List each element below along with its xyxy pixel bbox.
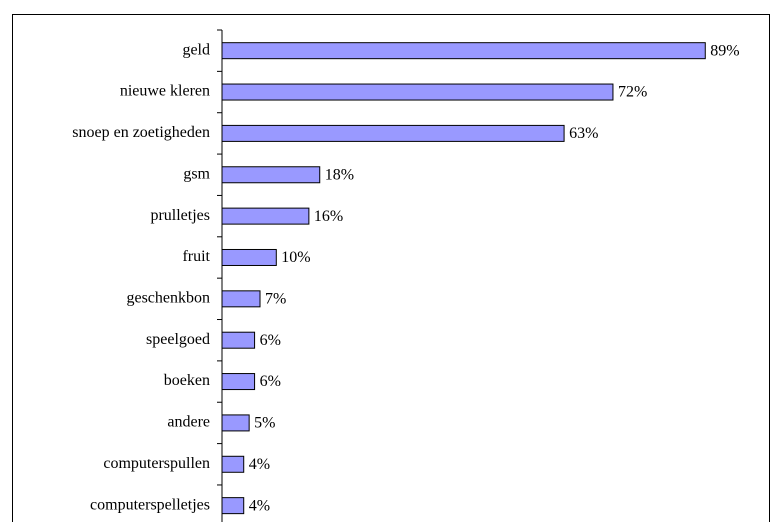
bar bbox=[221, 331, 256, 349]
category-label: nieuwe kleren bbox=[120, 83, 210, 100]
bar bbox=[221, 166, 321, 184]
category-label: geld bbox=[182, 41, 210, 58]
bar bbox=[221, 207, 310, 225]
category-label: speelgoed bbox=[146, 331, 210, 348]
category-label: geschenkbon bbox=[126, 290, 210, 307]
category-label: snoep en zoetigheden bbox=[72, 124, 210, 141]
value-label: 10% bbox=[281, 249, 310, 266]
bar bbox=[221, 497, 245, 515]
bar bbox=[221, 290, 261, 308]
bar bbox=[221, 414, 250, 432]
bar bbox=[221, 124, 565, 142]
value-label: 6% bbox=[260, 332, 281, 349]
category-label: computerspullen bbox=[103, 455, 210, 472]
value-label: 16% bbox=[314, 208, 343, 225]
value-label: 6% bbox=[260, 373, 281, 390]
category-label: computerspelletjes bbox=[90, 496, 210, 513]
value-label: 72% bbox=[618, 84, 647, 101]
category-label: andere bbox=[167, 414, 210, 431]
category-label: boeken bbox=[164, 372, 210, 389]
value-label: 4% bbox=[249, 456, 270, 473]
category-label: fruit bbox=[182, 248, 210, 265]
value-label: 89% bbox=[710, 42, 739, 59]
value-label: 63% bbox=[569, 125, 598, 142]
bar bbox=[221, 83, 614, 101]
category-label: gsm bbox=[183, 165, 210, 182]
category-label: prulletjes bbox=[150, 207, 210, 224]
bar bbox=[221, 373, 256, 391]
value-label: 4% bbox=[249, 497, 270, 514]
value-label: 18% bbox=[325, 166, 354, 183]
value-label: 5% bbox=[254, 415, 275, 432]
bar bbox=[221, 42, 706, 60]
value-label: 7% bbox=[265, 291, 286, 308]
bar bbox=[221, 248, 277, 266]
bar bbox=[221, 455, 245, 473]
